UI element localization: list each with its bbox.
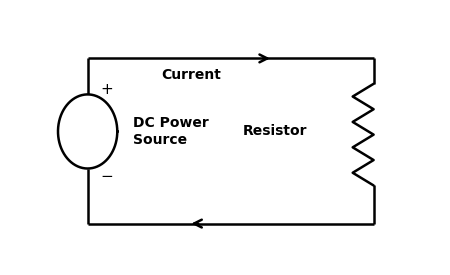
Text: +: + [100, 82, 113, 97]
Text: Current: Current [161, 68, 221, 82]
Text: DC Power
Source: DC Power Source [133, 116, 209, 147]
Text: −: − [100, 169, 113, 185]
Text: Resistor: Resistor [243, 125, 307, 139]
